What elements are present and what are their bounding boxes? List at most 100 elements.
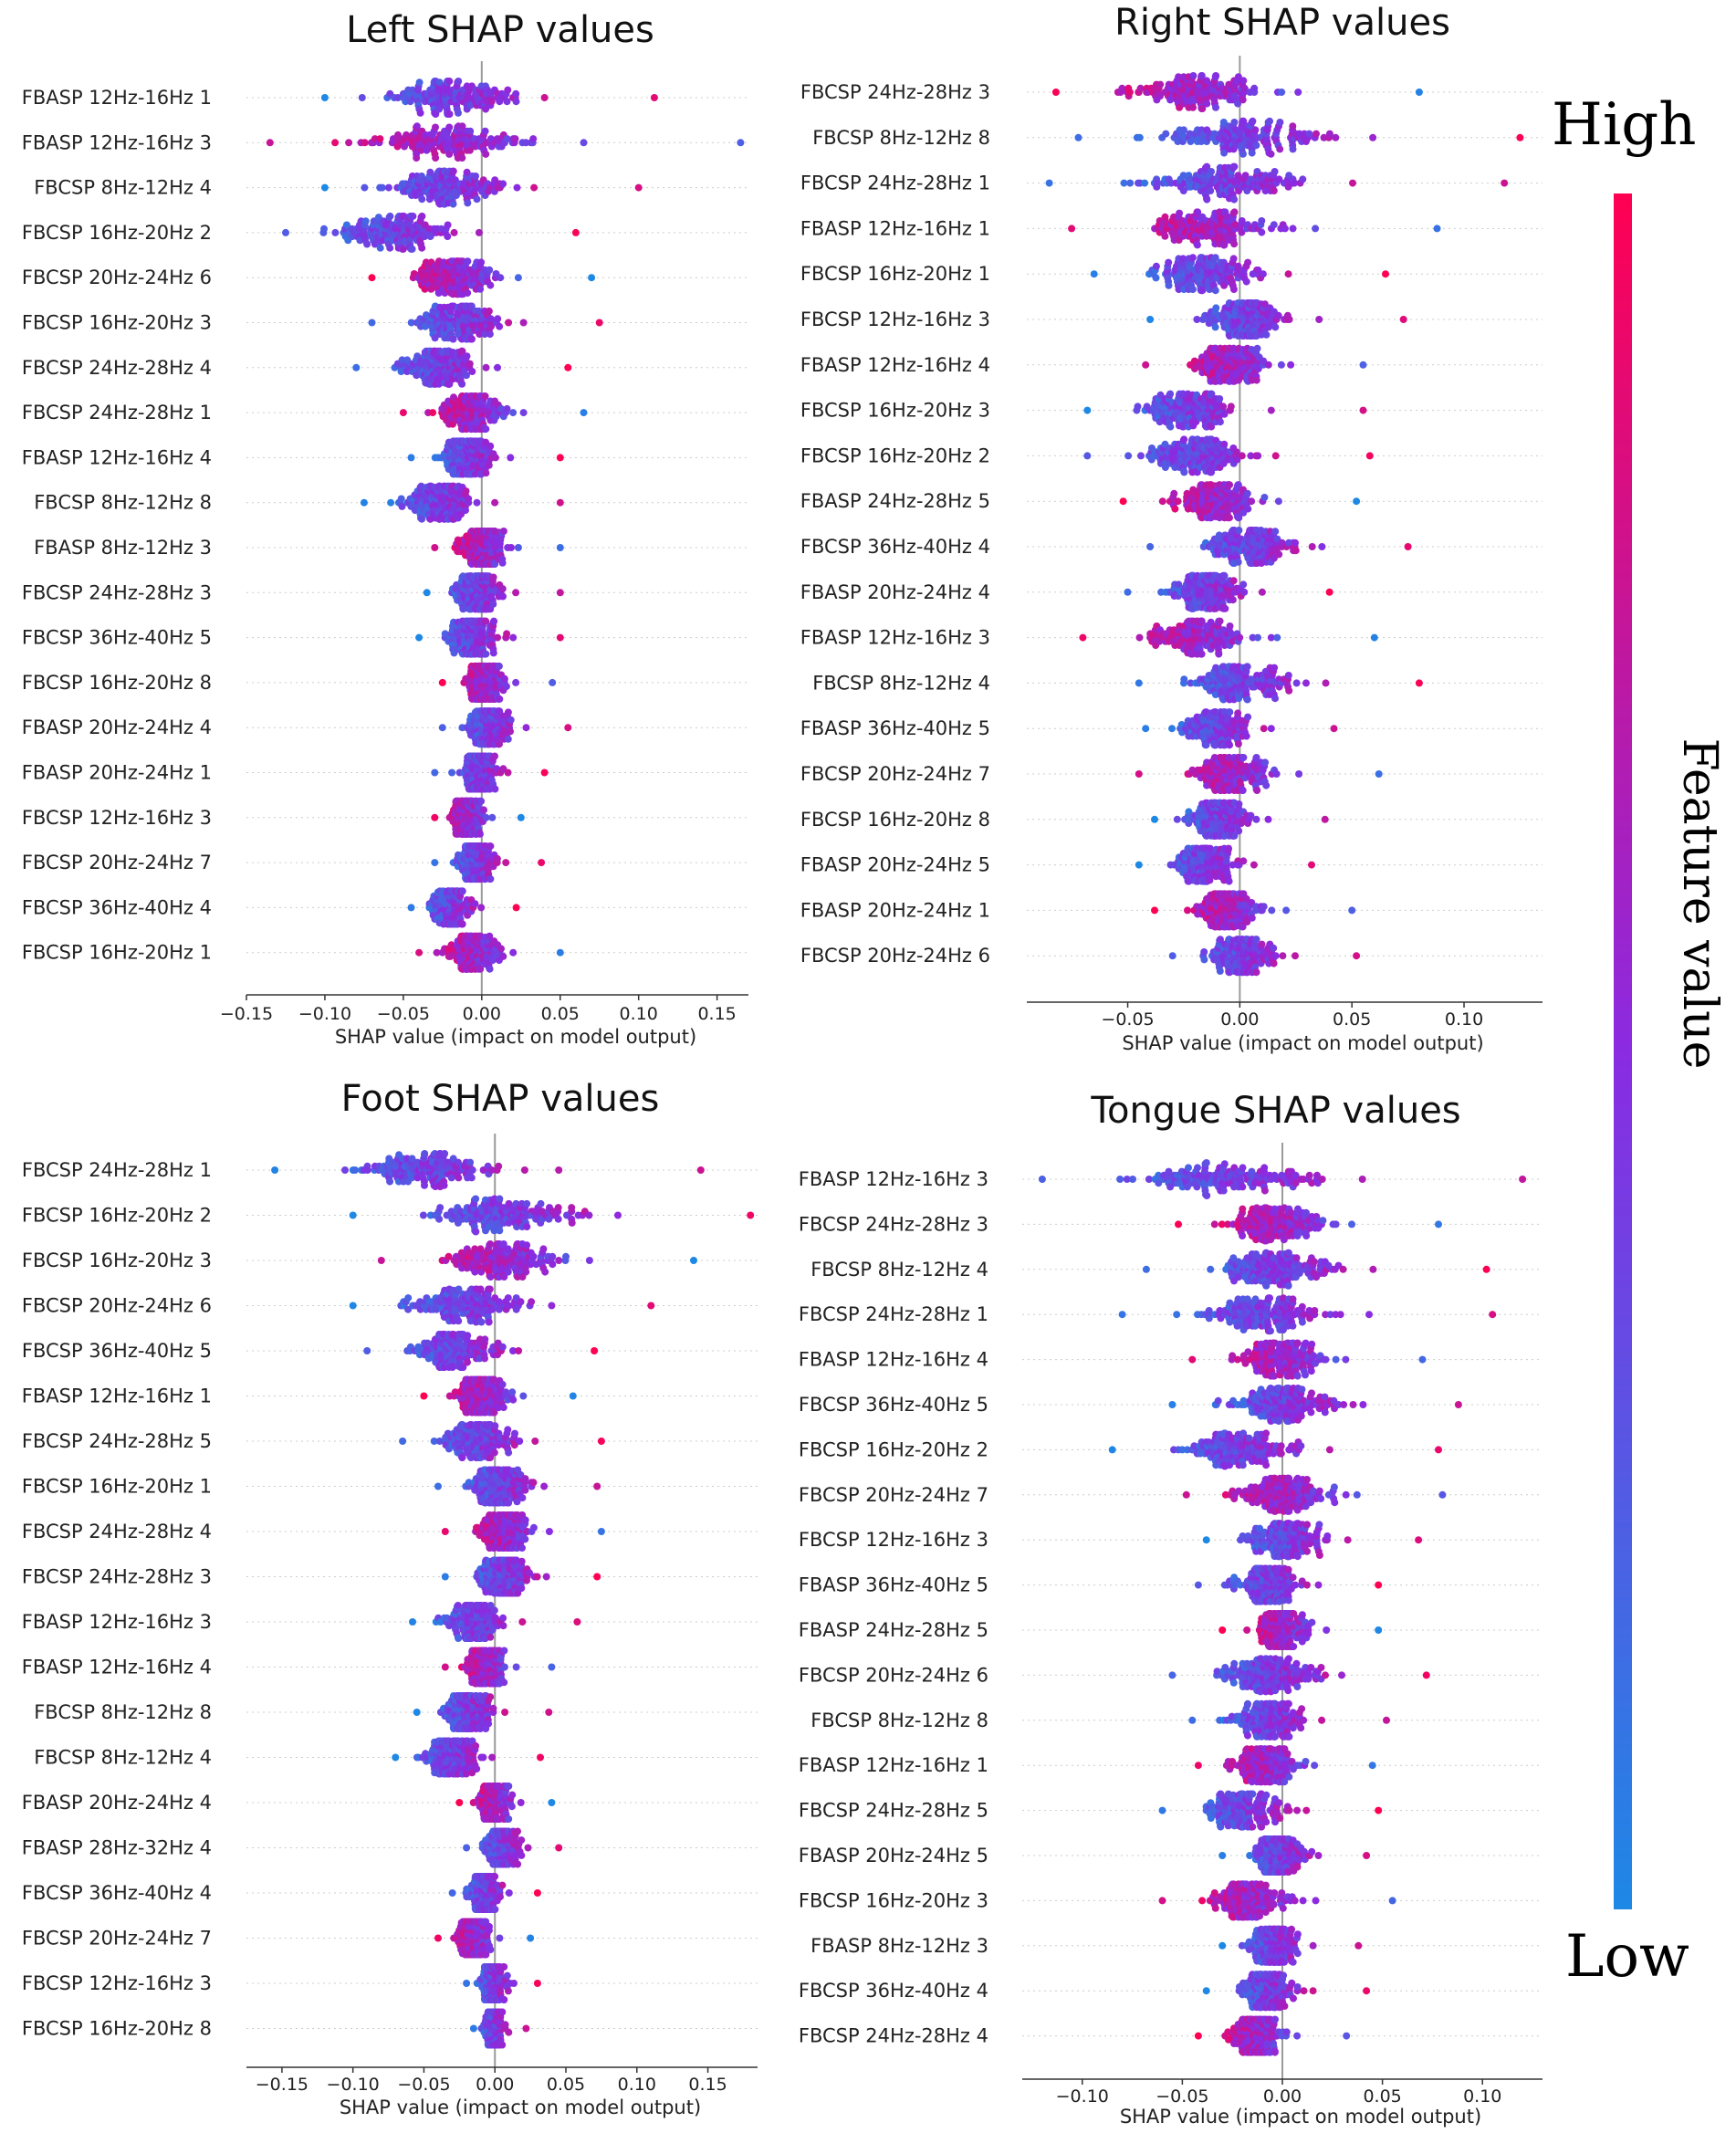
shap-point <box>509 633 518 642</box>
shap-point <box>1068 225 1076 233</box>
shap-point <box>1226 514 1233 522</box>
shap-point <box>497 945 505 953</box>
shap-point <box>1045 179 1053 187</box>
shap-point <box>1235 527 1243 534</box>
shap-point <box>1501 179 1509 187</box>
shap-point <box>522 139 530 147</box>
feature-label: FBASP 20Hz-24Hz 4 <box>22 716 212 738</box>
shap-point <box>399 409 407 417</box>
x-tick-label: −0.15 <box>220 1004 273 1024</box>
shap-point <box>407 454 415 462</box>
shap-point <box>1259 270 1267 278</box>
shap-point <box>432 154 440 162</box>
shap-point <box>1251 126 1260 134</box>
shap-point <box>486 266 494 274</box>
shap-point <box>1312 130 1320 138</box>
shap-point <box>398 502 406 510</box>
feature-label: FBCSP 16Hz-20Hz 3 <box>22 312 212 334</box>
shap-point <box>507 454 515 462</box>
shap-point <box>480 806 487 814</box>
shap-point <box>507 544 515 551</box>
shap-point <box>482 425 490 434</box>
shap-point <box>1262 330 1271 339</box>
shap-point <box>1318 543 1326 550</box>
shap-point <box>1369 133 1377 141</box>
shap-point <box>1258 228 1266 236</box>
shap-point <box>497 274 505 282</box>
shap-point <box>445 110 454 118</box>
shap-point <box>416 109 424 117</box>
shap-point <box>1404 543 1412 550</box>
shap-point <box>494 315 502 323</box>
shap-point <box>358 94 366 101</box>
shap-point <box>407 319 415 327</box>
shap-point <box>1516 133 1524 141</box>
feature-label: FBASP 8Hz-12Hz 3 <box>34 537 212 559</box>
shap-point <box>1270 187 1278 194</box>
shap-point <box>1266 117 1273 125</box>
shap-point <box>1141 179 1149 187</box>
shap-point <box>418 515 426 523</box>
shap-point <box>435 78 444 87</box>
shap-point <box>1193 241 1201 249</box>
shap-point <box>514 544 522 551</box>
shap-point <box>468 335 476 343</box>
shap-point <box>1158 497 1166 506</box>
shap-point <box>376 135 384 143</box>
shap-point <box>342 221 350 229</box>
shap-point <box>1433 225 1441 233</box>
shap-point <box>481 127 489 135</box>
shap-point <box>1227 403 1235 411</box>
shap-point <box>499 180 507 188</box>
shap-point <box>1207 187 1215 194</box>
feature-label: FBASP 12Hz-16Hz 1 <box>22 87 212 109</box>
x-tick-label: 0.15 <box>697 1004 736 1024</box>
shap-point <box>463 371 470 380</box>
shap-point <box>1271 323 1280 331</box>
shap-point <box>509 948 518 957</box>
shap-point <box>485 461 493 469</box>
shap-point <box>473 195 481 204</box>
shap-point <box>1287 361 1295 369</box>
shap-point <box>467 302 476 310</box>
shap-point <box>1135 633 1144 642</box>
shap-point <box>481 392 489 401</box>
feature-label: FBASP 20Hz-24Hz 4 <box>800 581 990 603</box>
shap-point <box>418 212 426 220</box>
shap-point <box>387 498 395 507</box>
shap-point <box>462 487 470 496</box>
shap-point <box>1212 72 1220 79</box>
shap-point <box>580 139 588 147</box>
shap-point <box>423 589 431 597</box>
shap-point <box>1260 494 1269 501</box>
shap-point <box>1216 418 1224 426</box>
shap-point <box>432 123 439 131</box>
shap-point <box>1399 316 1407 323</box>
shap-point <box>458 122 466 131</box>
shap-point <box>448 769 456 777</box>
shap-point <box>1174 497 1182 506</box>
shap-point <box>475 228 483 236</box>
shap-point <box>429 409 437 417</box>
shap-point <box>1264 361 1272 369</box>
shap-point <box>1332 133 1340 141</box>
shap-point <box>487 322 495 330</box>
shap-point <box>1161 232 1169 240</box>
feature-label: FBCSP 8Hz-12Hz 4 <box>34 177 212 199</box>
shap-point <box>345 139 353 147</box>
shap-point <box>1274 497 1282 506</box>
shap-point <box>580 409 588 417</box>
feature-label: FBCSP 12Hz-16Hz 3 <box>800 308 990 330</box>
shap-point <box>1382 270 1389 278</box>
shap-point <box>1176 209 1184 217</box>
shap-point <box>409 212 417 220</box>
shap-point <box>1253 344 1261 352</box>
shap-point <box>1211 323 1219 331</box>
shap-point <box>498 585 507 593</box>
shap-point <box>431 544 439 551</box>
shap-point <box>1219 403 1228 411</box>
shap-point <box>650 94 658 101</box>
shap-point <box>465 495 473 503</box>
feature-label: FBCSP 24Hz-28Hz 3 <box>22 581 212 603</box>
